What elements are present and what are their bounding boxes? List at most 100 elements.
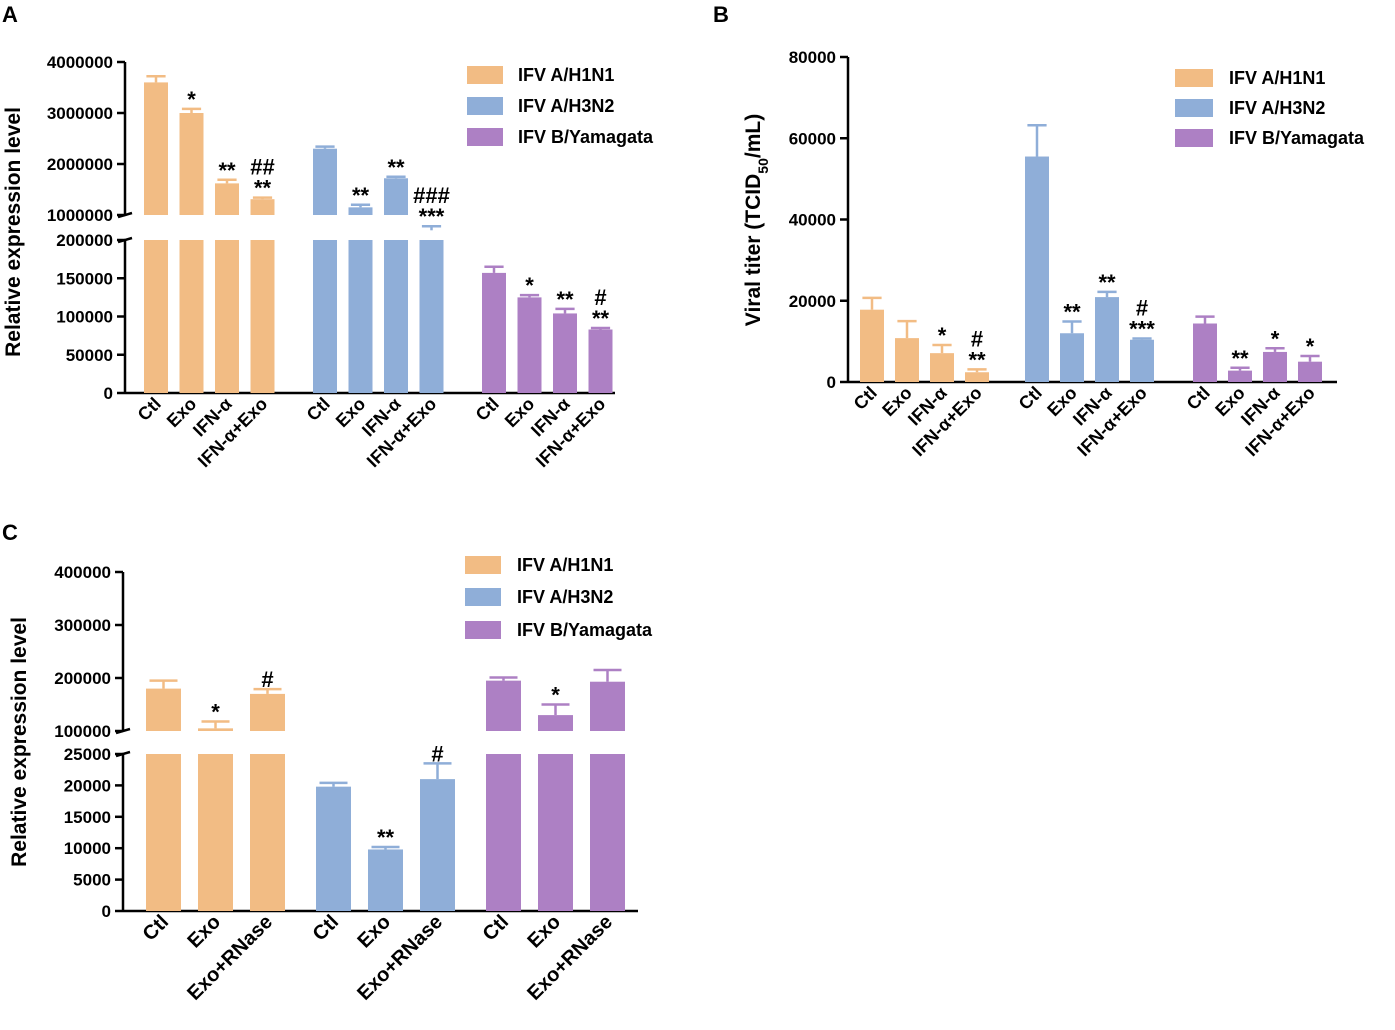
panel-b-bar <box>895 338 919 382</box>
legend-label: IFV A/H1N1 <box>1229 68 1325 88</box>
panel-label-b: B <box>713 2 729 27</box>
panel-a-y-tick-label: 4000000 <box>47 53 113 72</box>
panel-c-x-tick-label: Ctl <box>139 911 173 945</box>
panel-b-significance-mark: # <box>971 326 983 351</box>
panel-a-ylabel: Relative expression level <box>2 107 25 357</box>
panel-a-significance-mark: *** <box>419 204 445 229</box>
panel-a-y-tick-label: 0 <box>104 384 113 403</box>
panel-a-bar <box>482 272 506 393</box>
panel-c-y-tick-label: 10000 <box>64 839 111 858</box>
panel-a-bar <box>144 240 168 393</box>
panel-c-y-tick-label: 100000 <box>54 722 111 741</box>
panel-c-bar <box>250 754 285 911</box>
panel-b-bar <box>1095 297 1119 382</box>
panel-b-x-tick-label: Ctl <box>850 383 881 414</box>
panel-b-x-tick-label: Ctl <box>1015 383 1046 414</box>
panel-a-y-tick-label: 200000 <box>56 231 113 250</box>
panel-c-significance-mark: # <box>261 667 273 692</box>
panel-a-significance-mark: ** <box>352 183 370 208</box>
panel-c-y-tick-label: 300000 <box>54 616 111 635</box>
panel-c-bar <box>538 715 573 731</box>
panel-label-a: A <box>2 2 18 27</box>
panel-b-bar <box>930 353 954 382</box>
panel-a-significance-mark: ** <box>387 155 405 180</box>
panel-a-bar <box>179 113 204 215</box>
legend-label: IFV A/H3N2 <box>517 587 613 607</box>
panel-c-bar <box>486 754 521 911</box>
panel-b-bar <box>1025 156 1049 382</box>
panel-a-bar <box>384 178 408 215</box>
panel-c-bar <box>198 754 233 911</box>
panel-c-bar <box>538 754 573 911</box>
legend-swatch-h3n2 <box>467 97 503 115</box>
panel-c-significance-mark: ** <box>377 825 395 850</box>
legend-swatch-yamagata <box>465 621 501 639</box>
panel-a-bar <box>250 199 275 215</box>
panel-c-bar <box>198 728 233 731</box>
legend-swatch-h3n2 <box>465 588 501 606</box>
panel-c-x-tick-label: Exo <box>184 911 225 952</box>
panel-a-bar <box>419 240 444 393</box>
panel-b-legend: IFV A/H1N1 IFV A/H3N2 IFV B/Yamagata <box>1175 68 1365 148</box>
panel-b-significance-mark: # <box>1136 296 1148 321</box>
panel-b-bar <box>1263 351 1287 382</box>
panel-c-y-tick-label: 20000 <box>64 776 111 795</box>
panel-c-significance-mark: * <box>211 699 220 724</box>
panel-b-ylabel: Viral titer (TCID50/mL) <box>742 114 771 326</box>
panel-c-y-tick-label: 400000 <box>54 563 111 582</box>
legend-swatch-h1n1 <box>465 556 501 574</box>
panel-a-significance-mark: ** <box>254 176 272 201</box>
legend-swatch-h1n1 <box>467 66 503 84</box>
panel-c-y-tick-label: 5000 <box>73 871 111 890</box>
panel-b-significance-mark: ** <box>968 347 986 372</box>
legend-swatch-h3n2 <box>1175 99 1213 117</box>
legend-swatch-h1n1 <box>1175 69 1213 87</box>
legend-label: IFV A/H3N2 <box>1229 98 1325 118</box>
panel-a-y-tick-label: 1000000 <box>47 206 113 225</box>
panel-a-y-tick-label: 50000 <box>66 346 113 365</box>
panel-a-significance-mark: * <box>525 273 534 298</box>
panel-c-bar <box>486 680 521 731</box>
panel-a-y-tick-label: 100000 <box>56 308 113 327</box>
panel-b-y-tick-label: 60000 <box>789 129 836 148</box>
panel-b-y-tick-label: 40000 <box>789 211 836 230</box>
panel-a-bar <box>348 240 373 393</box>
panel-c-x-tick-label: Ctl <box>479 911 513 945</box>
panel-c-y-tick-label: 0 <box>102 902 111 921</box>
panel-c-bar <box>420 779 455 911</box>
panel-b-bar <box>965 372 989 382</box>
panel-b-significance-mark: ** <box>1063 299 1081 324</box>
panel-a-y-tick-label: 3000000 <box>47 104 113 123</box>
panel-b-significance-mark: ** <box>1231 346 1249 371</box>
panel-a-significance-mark: ** <box>592 306 610 331</box>
panel-b-significance-mark: * <box>1271 326 1280 351</box>
panel-a-y-tick-label: 2000000 <box>47 155 113 174</box>
panel-a-bar <box>313 240 337 393</box>
panel-b-significance-mark: *** <box>1129 317 1155 342</box>
panel-b-bar <box>1193 323 1217 382</box>
panel-a-y-tick-label: 150000 <box>56 269 113 288</box>
panel-a-significance-mark: ** <box>556 287 574 312</box>
panel-b-y-tick-label: 80000 <box>789 48 836 67</box>
panel-c-bar <box>146 754 181 911</box>
panel-a-x-tick-label: Ctl <box>303 394 334 425</box>
panel-b-bar <box>860 309 884 382</box>
plots: 0500001000001500002000001000000200000030… <box>47 48 1337 1005</box>
panel-a-bar <box>313 148 337 215</box>
panel-a-bar <box>215 240 239 393</box>
panel-a-bar <box>144 82 168 216</box>
panel-b-x-tick-label: Ctl <box>1183 383 1214 414</box>
panel-c-x-tick-label: Exo <box>524 911 565 952</box>
panel-b-y-tick-label: 0 <box>827 373 836 392</box>
panel-b-significance-mark: ** <box>1098 270 1116 295</box>
panel-b-bar <box>1130 339 1154 382</box>
legend-label: IFV A/H1N1 <box>517 555 613 575</box>
panel-a-x-tick-label: Ctl <box>472 394 503 425</box>
panel-c-bar <box>368 849 403 911</box>
panel-c-legend: IFV A/H1N1 IFV A/H3N2 IFV B/Yamagata <box>465 555 653 640</box>
panel-a-bar <box>553 313 577 393</box>
panel-c-y-tick-label: 200000 <box>54 669 111 688</box>
legend-label: IFV B/Yamagata <box>517 620 653 640</box>
panel-c-bar <box>590 754 625 911</box>
legend-label: IFV B/Yamagata <box>518 127 654 147</box>
